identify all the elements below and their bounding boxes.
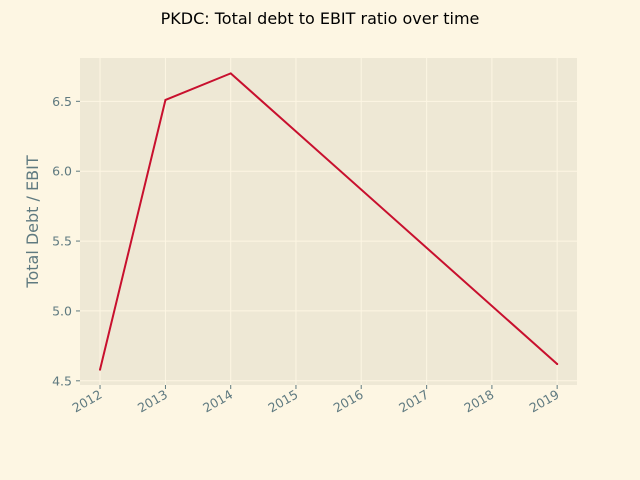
y-tick-label: 5.5 — [52, 234, 72, 249]
y-tick-label: 5.0 — [52, 303, 72, 318]
series-line — [99, 72, 559, 371]
x-axis: 2012 2013 2014 2015 2016 2017 2018 2019 — [69, 385, 562, 416]
x-tick-label: 2017 — [396, 387, 431, 416]
grid — [80, 58, 577, 385]
data-point — [99, 368, 102, 371]
data-point — [164, 98, 167, 101]
y-axis-label: Total Debt / EBIT — [23, 155, 42, 288]
x-tick-label: 2019 — [527, 387, 562, 416]
x-tick-label: 2014 — [200, 387, 235, 416]
y-tick-label: 6.0 — [52, 164, 72, 179]
x-tick-label: 2016 — [331, 387, 366, 416]
plot-area — [80, 58, 577, 385]
series-layer — [99, 72, 559, 371]
chart-title: PKDC: Total debt to EBIT ratio over time — [161, 9, 480, 28]
x-tick-label: 2012 — [69, 387, 104, 416]
data-point — [229, 72, 232, 75]
y-axis: 4.5 5.0 5.5 6.0 6.5 — [52, 94, 80, 388]
x-tick-label: 2015 — [265, 387, 300, 416]
x-tick-label: 2013 — [135, 387, 170, 416]
y-tick-label: 4.5 — [52, 373, 72, 388]
data-point — [556, 363, 559, 366]
y-tick-label: 6.5 — [52, 94, 72, 109]
x-tick-label: 2018 — [461, 387, 496, 416]
